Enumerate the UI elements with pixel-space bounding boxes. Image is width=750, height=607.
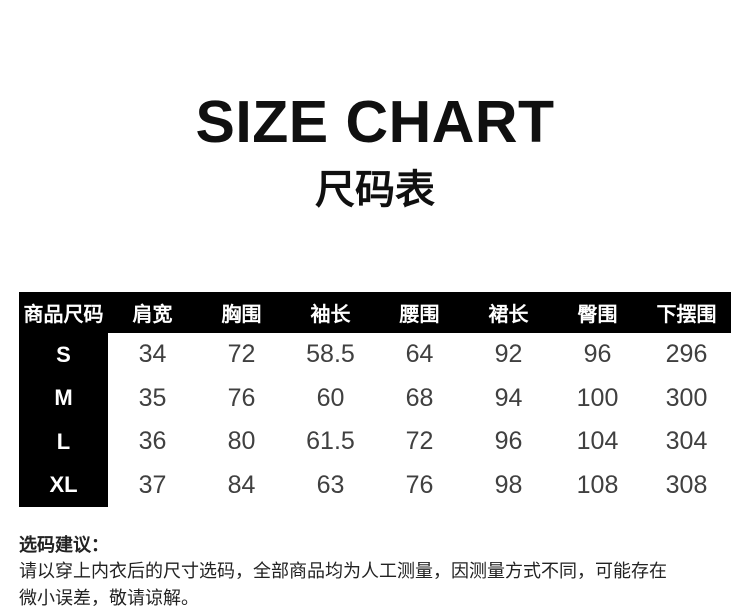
- value-cell: 76: [227, 383, 256, 412]
- table-row-s: S 34 72 58.5 64 92 96 296: [19, 333, 731, 377]
- table-row-xl: XL 37 84 63 76 98 108 308: [19, 463, 731, 507]
- column-header-shoulder: 肩宽: [132, 304, 173, 326]
- value-cell: 34: [138, 340, 167, 369]
- table-header-row: 商品尺码 肩宽 胸围 袖长 腰围 裙长 臀围 下摆围: [19, 292, 731, 333]
- value-cell: 68: [405, 383, 434, 412]
- value-cell: 80: [227, 427, 256, 456]
- value-cell: 76: [405, 470, 434, 499]
- value-cell: 296: [665, 340, 708, 369]
- table-row-l: L 36 80 61.5 72 96 104 304: [19, 420, 731, 464]
- size-cell: XL: [19, 463, 108, 507]
- value-cell: 72: [405, 427, 434, 456]
- value-cell: 98: [494, 470, 523, 499]
- value-cell: 94: [494, 383, 523, 412]
- value-cell: 96: [583, 340, 612, 369]
- column-header-size: 商品尺码: [23, 304, 104, 326]
- column-header-sleeve: 袖长: [310, 304, 351, 326]
- value-cell: 64: [405, 340, 434, 369]
- value-cell: 300: [665, 383, 708, 412]
- notes-heading: 选码建议：: [19, 535, 109, 555]
- value-cell: 61.5: [306, 427, 355, 456]
- notes-section: 选码建议： 请以穿上内衣后的尺寸选码，全部商品均为人工测量，因测量方式不同，可能…: [19, 533, 750, 607]
- value-cell: 100: [576, 383, 619, 412]
- size-cell: S: [19, 333, 108, 377]
- value-cell: 108: [576, 470, 619, 499]
- value-cell: 63: [316, 470, 345, 499]
- value-cell: 35: [138, 383, 167, 412]
- value-cell: 96: [494, 427, 523, 456]
- table-row-m: M 35 76 60 68 94 100 300: [19, 376, 731, 420]
- column-header-hem: 下摆围: [656, 304, 717, 326]
- value-cell: 304: [665, 427, 708, 456]
- note-line: 请以穿上内衣后的尺寸选码，全部商品均为人工测量，因测量方式不同，可能存在: [19, 561, 667, 581]
- page-subtitle: 尺码表: [315, 168, 435, 212]
- value-cell: 84: [227, 470, 256, 499]
- value-cell: 37: [138, 470, 167, 499]
- note-line: 微小误差，敬请谅解。: [19, 588, 199, 607]
- column-header-hip: 臀围: [577, 304, 618, 326]
- column-header-waist: 腰围: [399, 304, 440, 326]
- column-header-skirt-length: 裙长: [488, 304, 529, 326]
- size-cell: L: [19, 420, 108, 464]
- value-cell: 104: [576, 427, 619, 456]
- value-cell: 72: [227, 340, 256, 369]
- value-cell: 92: [494, 340, 523, 369]
- value-cell: 36: [138, 427, 167, 456]
- value-cell: 308: [665, 470, 708, 499]
- column-header-bust: 胸围: [221, 304, 262, 326]
- value-cell: 58.5: [306, 340, 355, 369]
- size-table: 商品尺码 肩宽 胸围 袖长 腰围 裙长 臀围 下摆围 S 34 72 58.5 …: [19, 292, 731, 507]
- value-cell: 60: [316, 383, 345, 412]
- page-title: SIZE CHART: [195, 89, 555, 155]
- size-cell: M: [19, 376, 108, 420]
